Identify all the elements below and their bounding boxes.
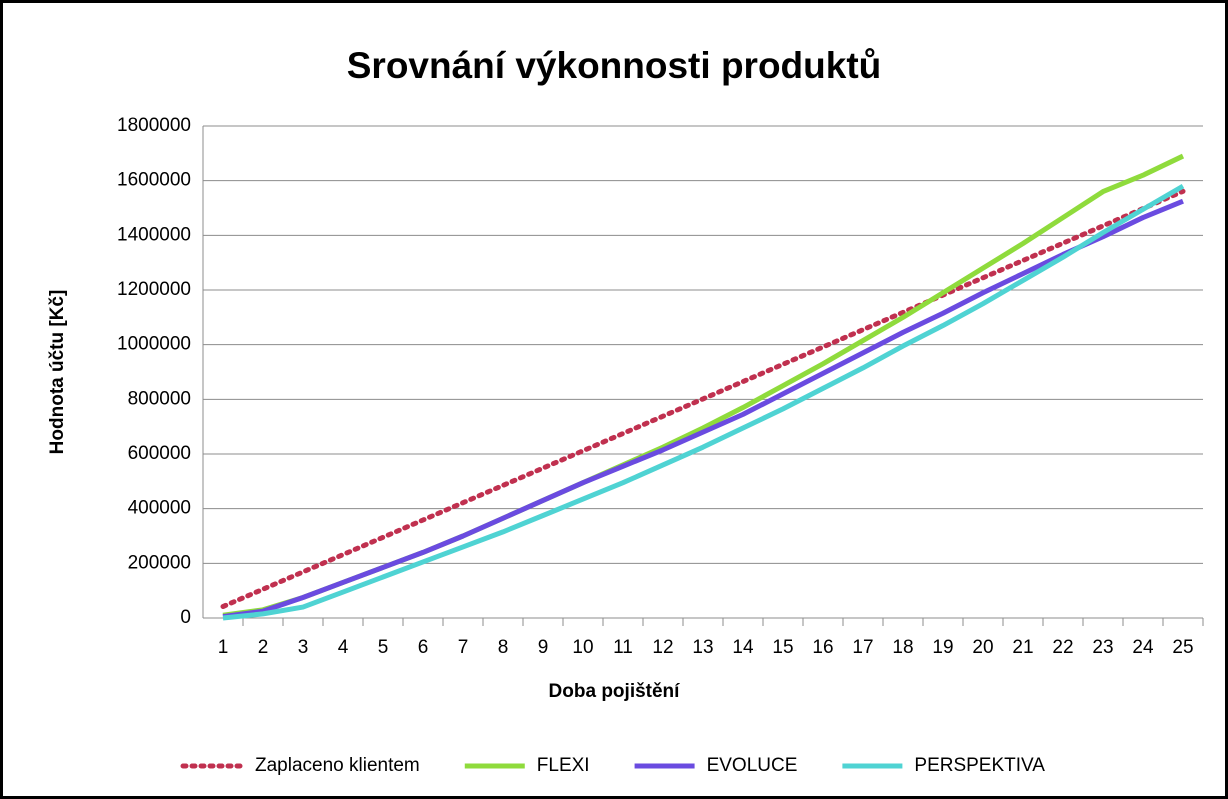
y-tick-label: 400000 xyxy=(128,498,191,519)
x-tick-label: 10 xyxy=(572,637,593,658)
x-tick-label: 23 xyxy=(1092,637,1113,658)
legend-label: Zaplaceno klientem xyxy=(255,755,420,776)
series-line xyxy=(222,183,1185,621)
chart-title: Srovnání výkonnosti produktů xyxy=(347,45,882,86)
x-tick-label: 4 xyxy=(338,637,349,658)
x-tick-label: 5 xyxy=(378,637,389,658)
y-tick-label: 1000000 xyxy=(117,334,191,355)
x-tick-label: 7 xyxy=(458,637,469,658)
legend-label: EVOLUCE xyxy=(707,755,798,776)
series-line xyxy=(222,198,1184,620)
x-tick-label: 18 xyxy=(892,637,913,658)
y-tick-label: 200000 xyxy=(128,552,191,573)
x-tick-label: 17 xyxy=(852,637,873,658)
x-tick-label: 16 xyxy=(812,637,833,658)
x-tick-label: 21 xyxy=(1012,637,1033,658)
x-tick-label: 13 xyxy=(692,637,713,658)
x-tick-label: 25 xyxy=(1172,637,1193,658)
x-tick-label: 24 xyxy=(1132,637,1154,658)
x-tick-label: 6 xyxy=(418,637,429,658)
x-tick-label: 22 xyxy=(1052,637,1073,658)
series-line xyxy=(220,188,1186,610)
x-tick-label: 1 xyxy=(218,637,229,658)
y-axis-label: Hodnota účtu [Kč] xyxy=(47,290,68,455)
y-tick-label: 800000 xyxy=(128,388,191,409)
x-tick-label: 11 xyxy=(613,637,633,658)
x-tick-label: 8 xyxy=(498,637,509,658)
legend-label: FLEXI xyxy=(537,755,590,776)
x-tick-label: 19 xyxy=(932,637,953,658)
x-tick-label: 9 xyxy=(538,637,549,658)
x-tick-label: 14 xyxy=(732,637,754,658)
y-tick-label: 0 xyxy=(180,607,191,628)
y-tick-label: 1200000 xyxy=(117,279,191,300)
x-tick-label: 20 xyxy=(972,637,993,658)
x-tick-label: 3 xyxy=(298,637,309,658)
y-tick-label: 1400000 xyxy=(117,224,191,245)
y-tick-label: 600000 xyxy=(128,443,191,464)
x-tick-label: 12 xyxy=(652,637,673,658)
x-tick-label: 2 xyxy=(258,637,269,658)
y-tick-label: 1800000 xyxy=(117,115,191,136)
legend-label: PERSPEKTIVA xyxy=(914,755,1045,776)
y-tick-label: 1600000 xyxy=(117,170,191,191)
x-tick-label: 15 xyxy=(772,637,793,658)
x-axis-label: Doba pojištění xyxy=(549,681,681,702)
